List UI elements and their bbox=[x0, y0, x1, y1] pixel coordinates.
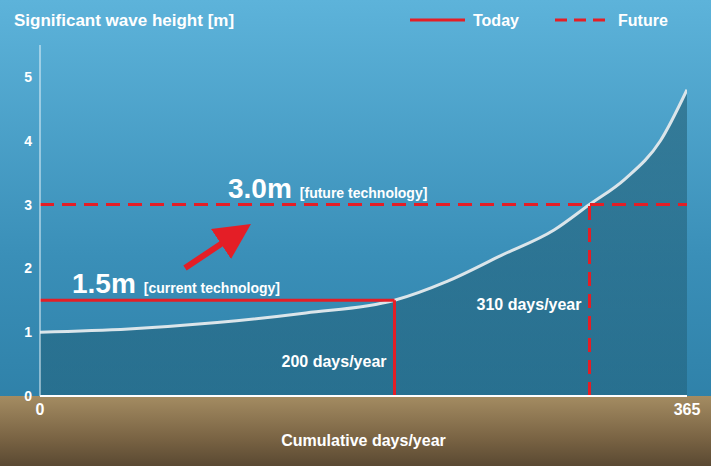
svg-text:3: 3 bbox=[24, 197, 32, 213]
svg-text:Significant wave height [m]: Significant wave height [m] bbox=[14, 11, 234, 30]
svg-text:200 days/year: 200 days/year bbox=[282, 353, 387, 370]
svg-text:Future: Future bbox=[618, 12, 668, 29]
svg-text:3.0m[future technology]: 3.0m[future technology] bbox=[228, 173, 427, 204]
svg-text:1.5m[current technology]: 1.5m[current technology] bbox=[72, 268, 280, 299]
svg-text:Today: Today bbox=[473, 12, 519, 29]
svg-text:2: 2 bbox=[24, 260, 32, 276]
svg-text:1: 1 bbox=[24, 324, 32, 340]
svg-text:310 days/year: 310 days/year bbox=[477, 296, 582, 313]
svg-text:5: 5 bbox=[24, 69, 32, 85]
svg-text:0: 0 bbox=[24, 388, 32, 404]
svg-text:0: 0 bbox=[36, 401, 45, 418]
svg-text:365: 365 bbox=[674, 401, 701, 418]
svg-text:Cumulative days/year: Cumulative days/year bbox=[281, 432, 446, 449]
svg-text:4: 4 bbox=[24, 133, 32, 149]
